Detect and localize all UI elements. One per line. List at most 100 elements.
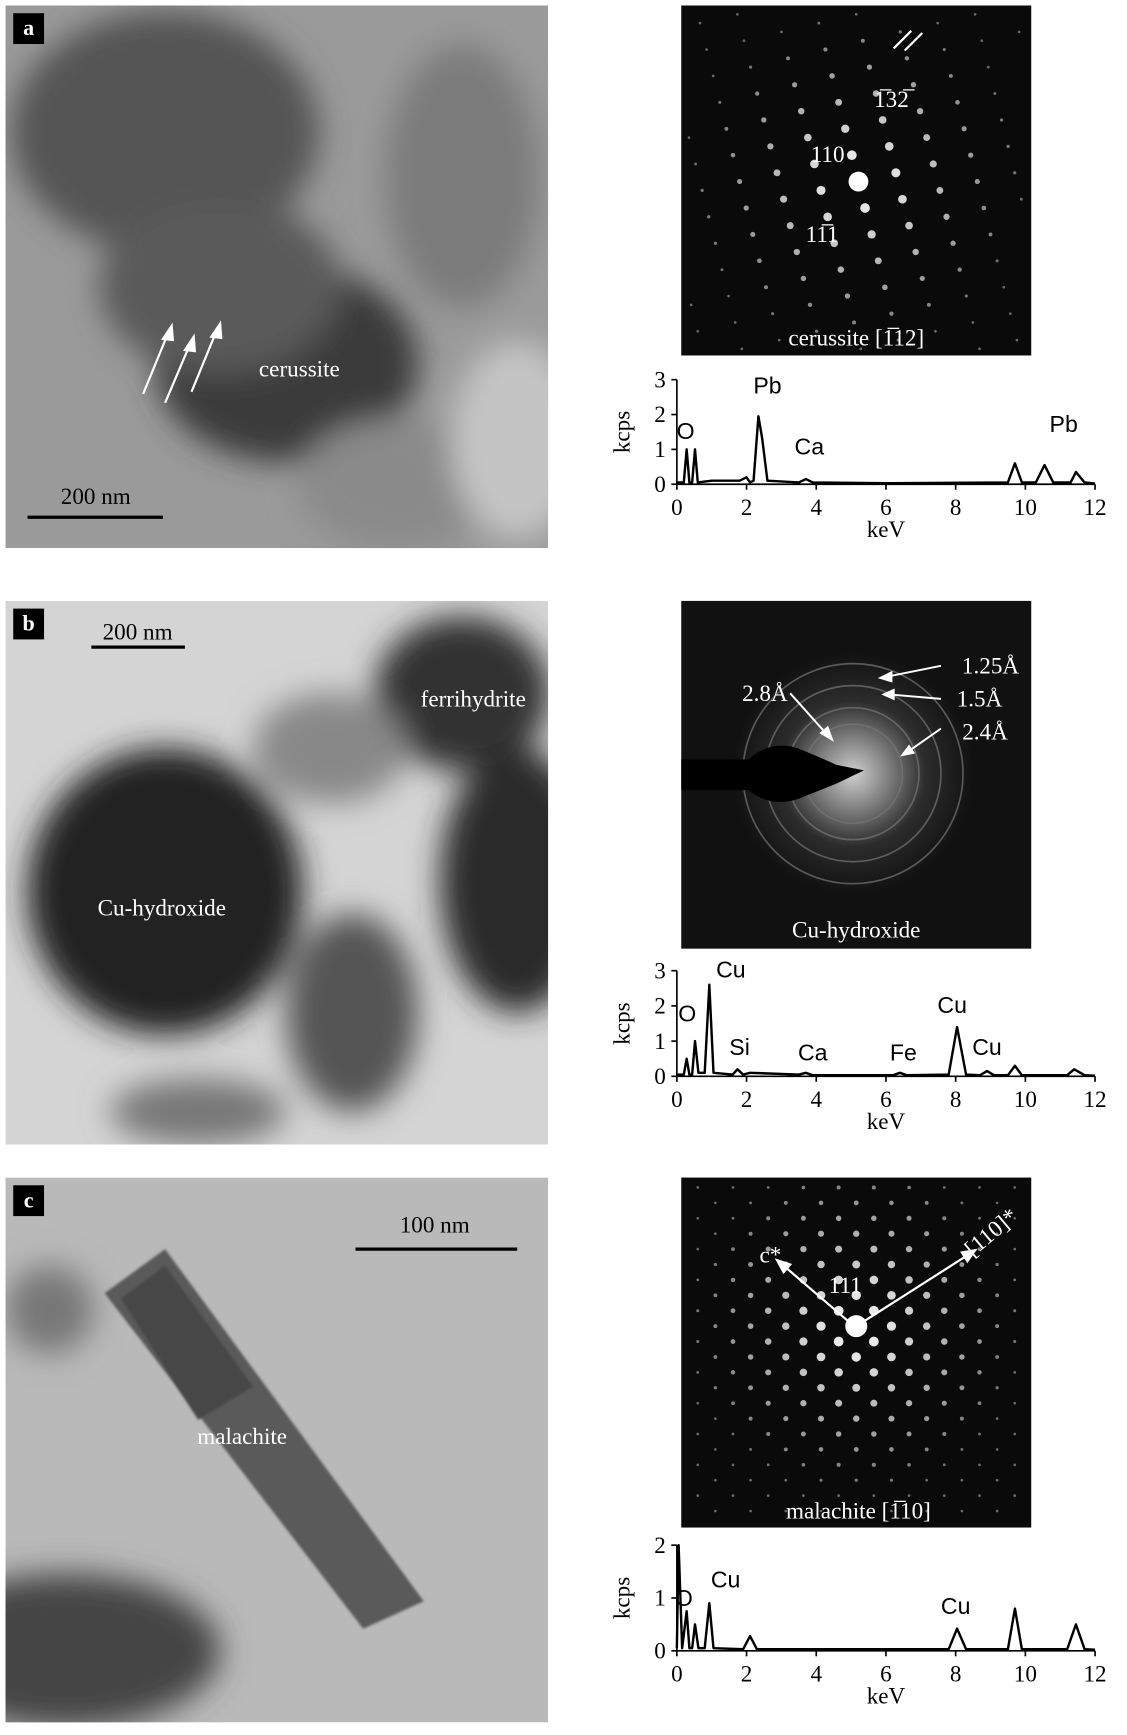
spot [749,1448,752,1451]
spot [996,259,999,262]
spot [889,1201,894,1206]
spot [696,1433,699,1436]
saed-caption: malachite [1̅10] [786,1498,931,1524]
x-tick-label: 12 [1084,494,1107,520]
spot [974,13,977,16]
spot [802,1463,806,1467]
spot [784,1201,788,1205]
spot [721,268,724,271]
spot [783,1385,789,1391]
spot [870,1246,877,1253]
spot [748,1323,754,1329]
spot [837,1463,841,1467]
spot [748,1293,754,1299]
spot [778,339,781,342]
x-tick-label: 10 [1014,494,1037,520]
spot [853,1231,859,1237]
spot [786,56,790,60]
x-tick-label: 4 [810,494,822,520]
spot [767,143,773,149]
saed-caption: cerussite [1̅12] [788,325,924,351]
spot [732,1217,735,1220]
spot [852,1261,860,1269]
spectrum [677,416,1095,483]
spot [942,1247,947,1252]
x-tick-label: 0 [671,1661,683,1687]
peak-label: Pb [1050,411,1078,437]
x-tick-label: 2 [741,494,753,520]
spot [995,1324,999,1328]
spot [927,303,931,307]
spot [993,92,996,95]
spectrum [677,985,1095,1076]
spot [767,1186,770,1189]
spot [734,321,737,324]
spot [1020,198,1023,201]
spot [978,1217,981,1220]
spot [767,1463,770,1466]
spot [718,101,721,104]
y-tick-label: 2 [654,401,666,427]
spot [972,321,975,324]
spot [1013,1186,1016,1189]
y-tick-label: 0 [654,1638,666,1664]
spot [888,1261,895,1268]
spot [907,1186,911,1190]
spot [748,1262,753,1267]
spot [942,1432,946,1436]
tem-label: malachite [197,1423,287,1449]
spot [959,1323,965,1329]
spot [879,116,887,124]
x-tick-label: 8 [950,494,962,520]
spot [1013,1248,1016,1251]
y-tick-label: 1 [654,1585,666,1611]
spot [744,205,749,210]
spot [950,241,955,246]
spot [949,74,953,78]
x-tick-label: 12 [1084,1661,1107,1687]
spot [835,1400,842,1407]
x-tick-label: 0 [671,494,683,520]
spot [740,348,743,351]
spot [732,1463,735,1466]
spot [855,13,858,16]
spot [1013,1402,1016,1405]
spot [905,1276,912,1283]
spot [817,1384,824,1391]
y-tick-label: 3 [654,366,666,392]
x-axis-label: keV [867,1683,906,1709]
peak-label: Fe [890,1039,917,1065]
spot [936,22,939,25]
spot [696,1402,699,1405]
spot [889,1447,894,1452]
spot [732,1186,735,1189]
spot [852,1384,860,1392]
spot [923,1322,930,1329]
saed-label: 111 [829,1272,862,1298]
spot [959,1385,964,1390]
spot [960,1232,964,1236]
spot [962,126,967,131]
spot [995,1386,998,1389]
spot [852,1352,861,1361]
central-beam [849,172,869,192]
spot [837,1494,840,1497]
spot [955,100,960,105]
spot [873,1494,876,1497]
spot [800,1400,806,1406]
y-tick-label: 2 [654,1532,666,1558]
spot [749,1232,753,1236]
spot [749,1201,752,1204]
spot [872,1185,876,1189]
x-tick-label: 8 [950,1086,962,1112]
peak-label: Ca [798,1039,828,1065]
x-tick-label: 4 [810,1661,822,1687]
spot [977,1370,981,1374]
spot [816,1322,825,1331]
spot [782,1353,789,1360]
x-tick-label: 0 [671,1086,683,1112]
spot [819,1201,824,1206]
spot [834,1368,843,1377]
spot [847,150,857,160]
scale-bar-label: 200 nm [61,483,131,509]
